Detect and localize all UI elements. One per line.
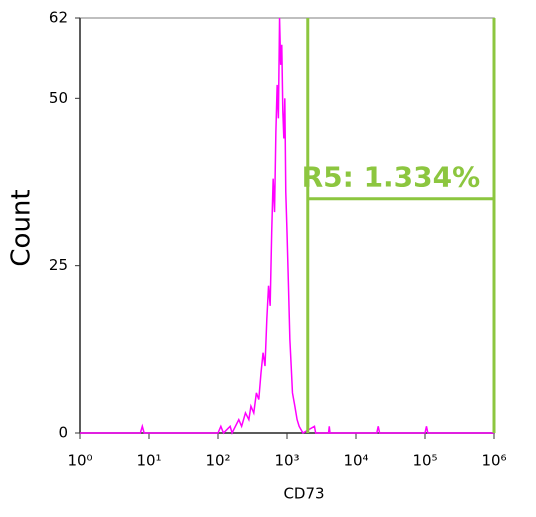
y-tick-label: 25 bbox=[49, 256, 68, 274]
x-tick-label: 10⁴ bbox=[343, 452, 368, 470]
x-tick-label: 10⁰ bbox=[67, 452, 92, 470]
x-tick-label: 10³ bbox=[274, 452, 299, 470]
x-tick-label: 10⁵ bbox=[412, 452, 437, 470]
x-tick-label: 10⁶ bbox=[481, 452, 506, 470]
x-tick-label: 10² bbox=[205, 452, 230, 470]
y-tick-label: 50 bbox=[49, 89, 68, 107]
gate-label: R5: 1.334% bbox=[302, 161, 481, 194]
y-tick-label: 0 bbox=[58, 424, 68, 442]
y-tick-label: 62 bbox=[49, 9, 68, 27]
x-tick-label: 10¹ bbox=[136, 452, 161, 470]
y-axis-label: Count bbox=[7, 189, 37, 266]
histogram-line bbox=[80, 17, 494, 436]
x-axis-label: CD73 bbox=[283, 485, 324, 503]
